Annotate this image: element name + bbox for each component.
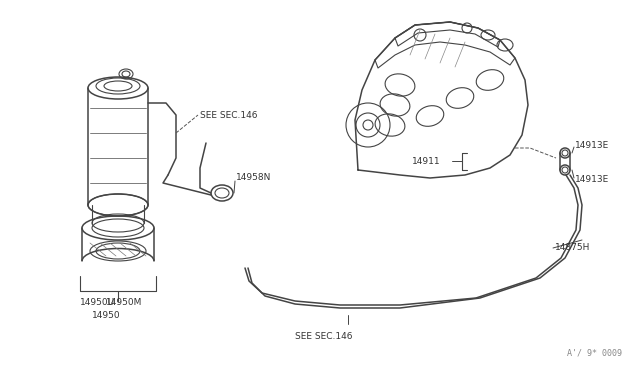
Text: 14950: 14950 [92,311,120,320]
Text: 14950M: 14950M [106,298,142,307]
Text: 14911: 14911 [412,157,440,166]
Text: 14875H: 14875H [555,244,590,253]
Text: SEE SEC.146: SEE SEC.146 [295,332,353,341]
Text: 14958N: 14958N [236,173,271,183]
Text: A'/ 9* 0009: A'/ 9* 0009 [567,349,622,358]
Text: 14913E: 14913E [575,176,609,185]
Text: SEE SEC.146: SEE SEC.146 [200,110,257,119]
Text: 14913E: 14913E [575,141,609,150]
Text: 14950U: 14950U [80,298,115,307]
